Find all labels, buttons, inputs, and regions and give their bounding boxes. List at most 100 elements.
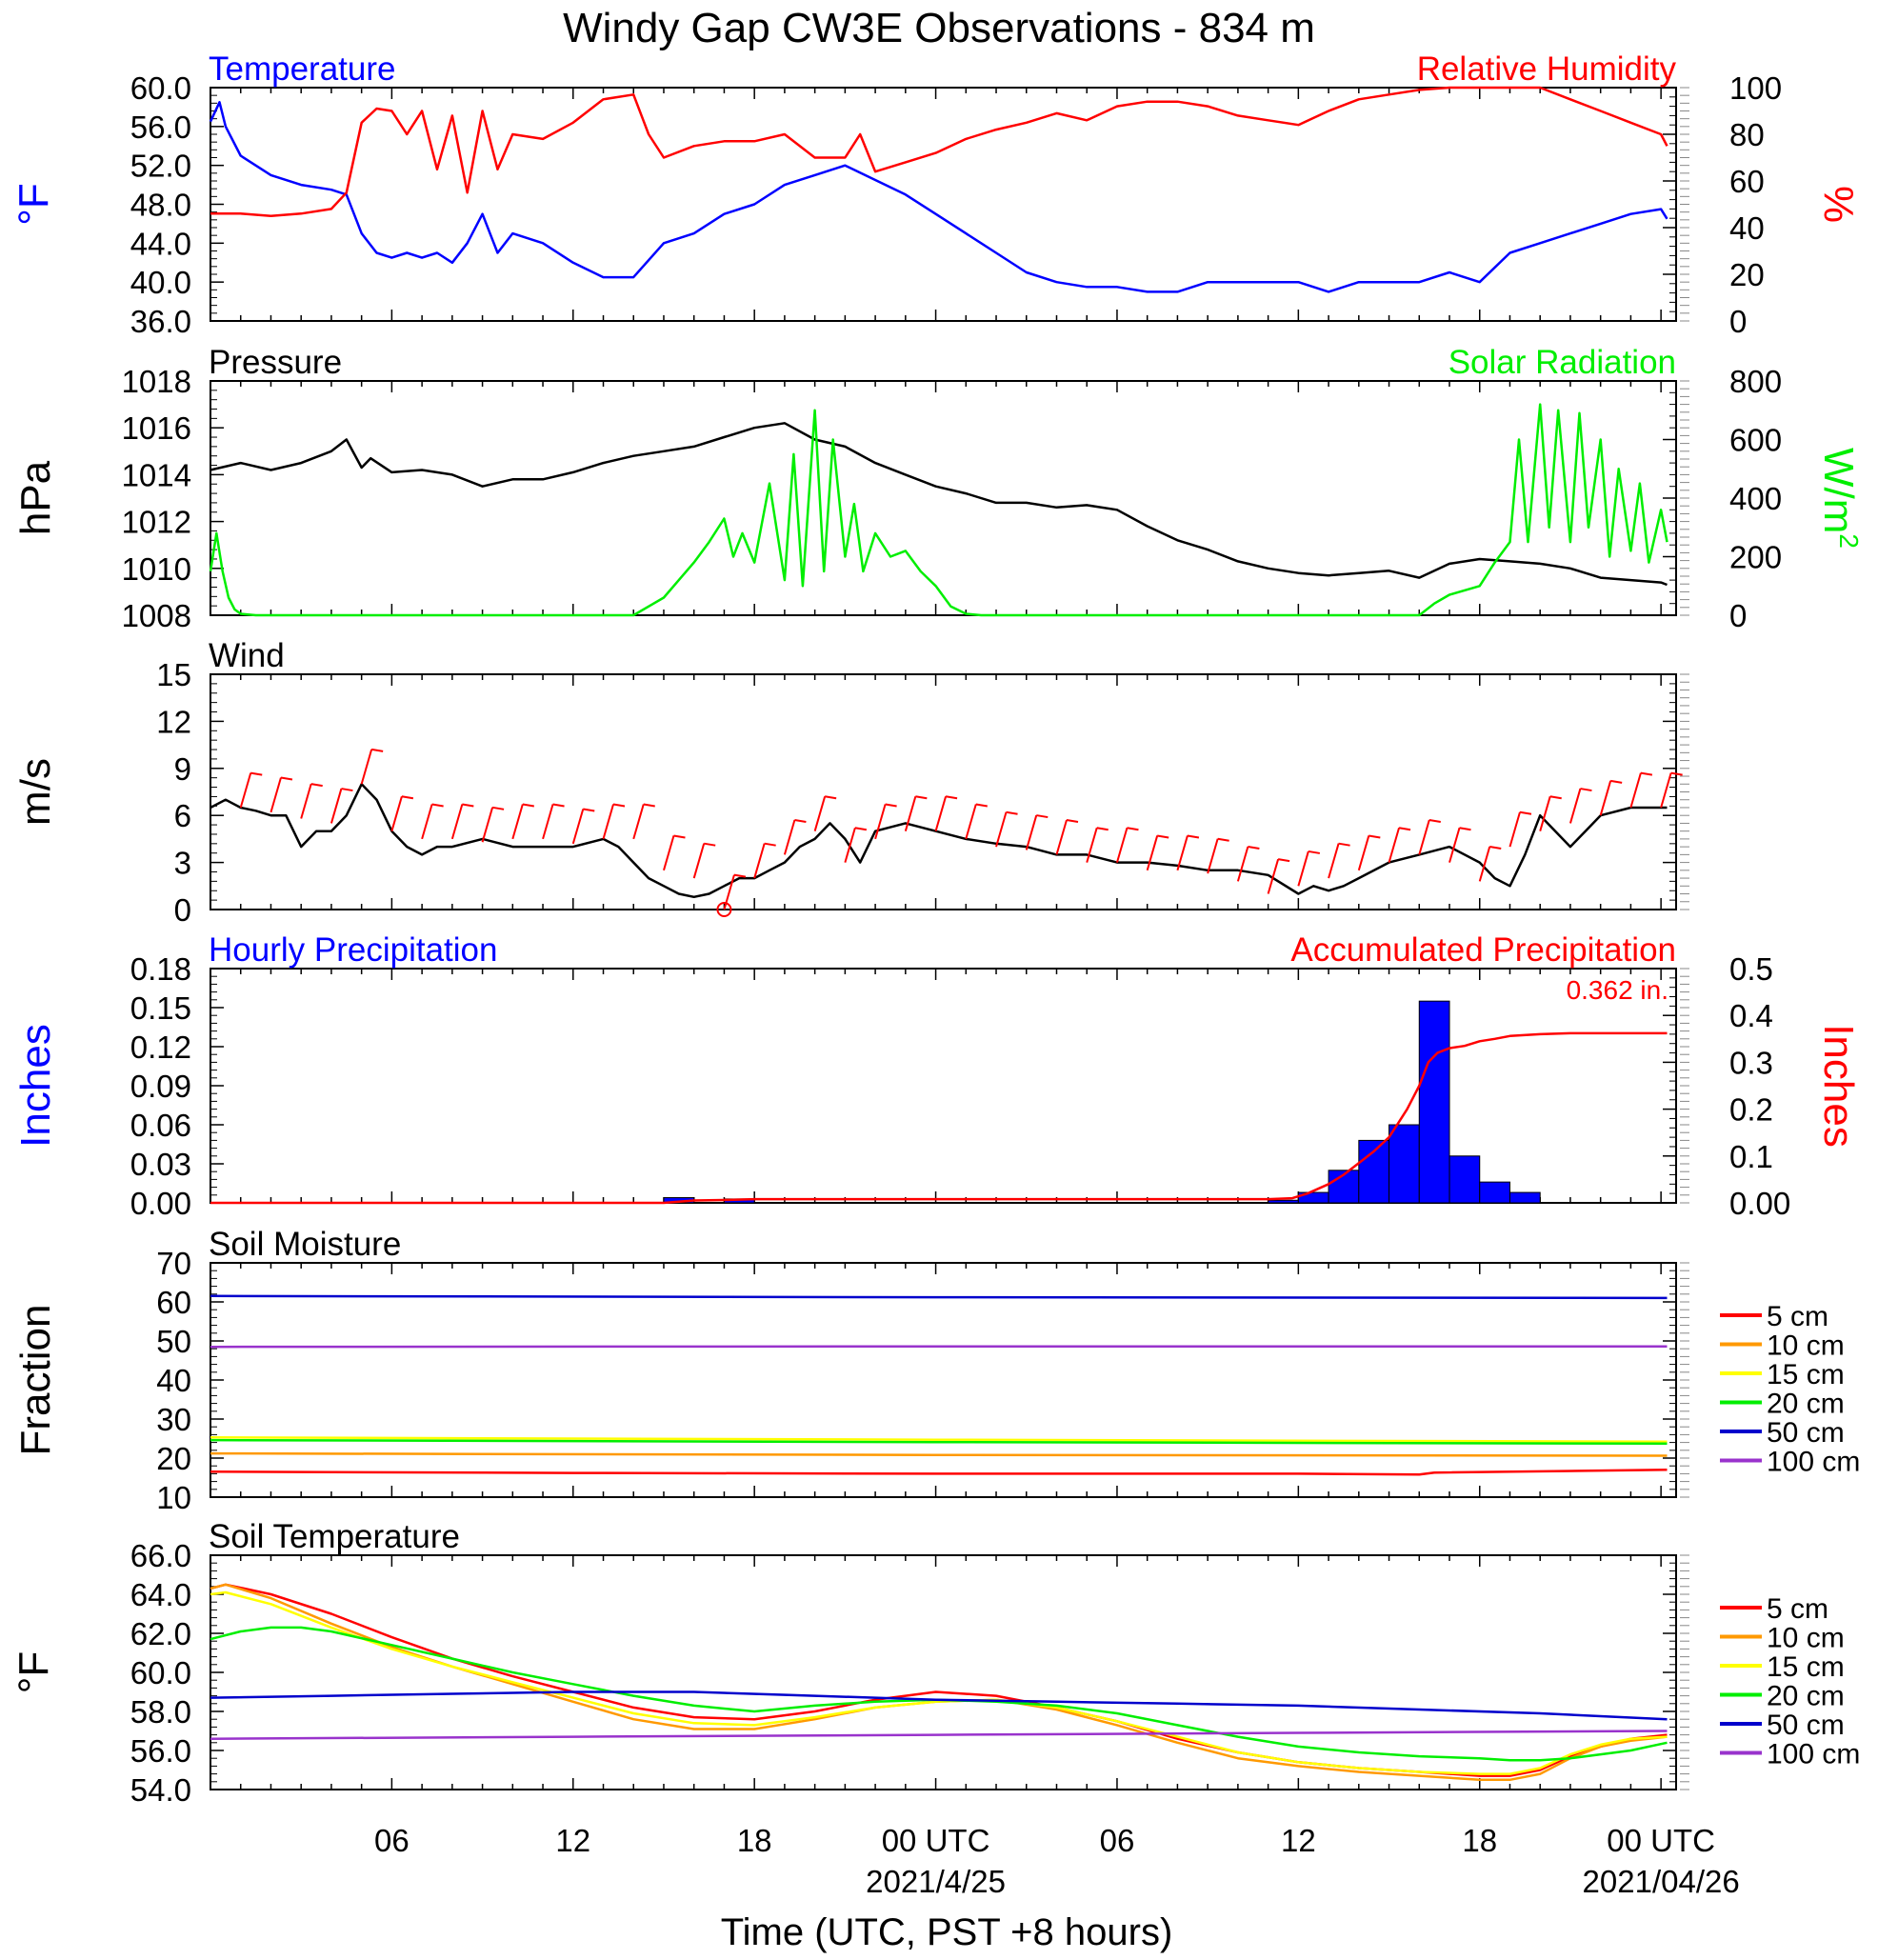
y-tick-label: 40.0 [130,265,191,300]
x-date-label: 2021/4/25 [866,1864,1006,1899]
wind-barb [663,835,675,871]
precip-bar [1479,1181,1510,1204]
wind-barb [1176,835,1189,871]
x-tick-label: 18 [737,1823,772,1858]
legend-label: 10 cm [1767,1330,1845,1362]
x-tick-label: 18 [1462,1823,1497,1858]
panel-pressure: 1008 1010 1012 1014 1016 1018 0 200 400 600 800 Pre… [12,344,1864,633]
wind-barb-flag [704,842,716,847]
legend-label: 50 cm [1767,1417,1845,1449]
y-tick-label: 6 [174,798,191,833]
wind-barb [783,819,796,855]
wind-barb-flag [1398,827,1411,831]
series-line [210,1436,1668,1444]
y-right-tick-label: 400 [1729,481,1782,516]
wind-barb [421,804,433,840]
wind-barb [1660,772,1672,809]
wind-barb-flag [462,803,474,808]
wind-barb [511,804,524,840]
y-tick-label: 48.0 [130,188,191,223]
panel-title-right: Accumulated Precipitation [1290,931,1676,969]
wind-barb [481,807,494,843]
legend-label: 20 cm [1767,1681,1845,1712]
y-tick-label: 60.0 [130,70,191,106]
y-tick-label: 60.0 [130,1655,191,1690]
y-tick-label: 1008 [122,598,191,633]
y-tick-label: 1012 [122,505,191,540]
wind-barb-flag [975,803,988,808]
y-right-tick-label: 0 [1729,598,1747,633]
series-line [210,1690,1668,1721]
series-line [210,1590,1668,1775]
y-tick-label: 30 [156,1402,191,1437]
wind-barb-flag [1036,814,1049,819]
plot-frame [210,87,1677,322]
wind-barb-flag [612,803,626,808]
wind-barb [692,843,706,879]
panel-title-right: Solar Radiation [1448,344,1676,381]
wind-barb [813,796,827,831]
wind-barb [1539,796,1551,831]
wind-barb [270,777,282,813]
wind-barb-flag [1640,771,1653,776]
y-right-tick-label: 0.1 [1729,1139,1773,1174]
accumulated-total-label: 0.362 in. [1567,975,1668,1005]
wind-barb [1388,827,1401,863]
y-right-tick-label: 40 [1729,210,1765,246]
wind-barb-flag [341,788,353,792]
panel-title-left: Temperature [209,50,395,88]
wind-barb-flag [1217,837,1229,842]
y-tick-label: 58.0 [130,1694,191,1730]
series-line [210,1438,1668,1446]
wind-barb-flag [522,803,534,808]
y-right-tick-label: 600 [1729,423,1782,458]
legend-label: 100 cm [1767,1739,1860,1770]
y-right-tick-label: 800 [1729,364,1782,399]
legend-label: 10 cm [1767,1623,1845,1654]
legend-label: 15 cm [1767,1359,1845,1390]
panel-wind: 0 3 6 9 12 15 Wind m/s [12,637,1689,928]
panel-title-left: Soil Moisture [209,1226,401,1263]
wind-barb [1508,811,1521,848]
x-tick-label: 12 [1281,1823,1316,1858]
y-tick-label: 56.0 [130,1733,191,1769]
wind-barb-flag [764,842,776,847]
wind-barb [390,796,403,831]
y-axis-label-right: W/m2 [1815,448,1864,549]
wind-barb-flag [1006,810,1018,815]
wind-barb [1055,819,1068,855]
wind-barb-flag [1489,846,1502,850]
plot-frame [210,1554,1677,1790]
y-right-tick-label: 0.4 [1729,998,1773,1033]
wind-barb [360,749,373,785]
wind-barb-flag [1157,834,1169,839]
y-axis-label-right: % [1815,186,1862,223]
wind-barb [874,804,887,840]
y-tick-label: 60 [156,1285,191,1320]
x-date-label: 2021/04/26 [1583,1864,1740,1899]
x-tick-label: 00 UTC [1607,1823,1715,1858]
precip-bar [1418,1000,1450,1204]
y-axis-label-left: °F [10,183,57,225]
panel-hourly-precipitation: 0.00 0.03 0.06 0.09 0.12 0.150.18 0.00 0.1 0.2 0.… [12,931,1862,1221]
wind-barb-flag [673,834,686,839]
legend-label: 5 cm [1767,1301,1828,1332]
y-tick-label: 44.0 [130,226,191,261]
wind-barb [1328,843,1340,879]
panels-group: 36.040.044.048.052.056.060.0020406080100… [10,50,1864,1808]
wind-barb-flag [552,803,565,808]
wind-barb-flag [1459,827,1471,831]
wind-barb [1146,835,1159,871]
y-tick-label: 3 [174,846,191,881]
wind-barb [1267,858,1280,894]
wind-barb [753,843,766,879]
series-line [210,783,1668,899]
figure-title: Windy Gap CW3E Observations - 834 m [563,5,1315,51]
wind-barb [300,783,312,819]
y-axis-label-left: hPa [12,460,59,535]
wind-barb-flag [824,795,837,800]
wind-barb-flag [1308,850,1321,854]
series-line [210,1730,1668,1740]
series-line [210,1451,1668,1457]
